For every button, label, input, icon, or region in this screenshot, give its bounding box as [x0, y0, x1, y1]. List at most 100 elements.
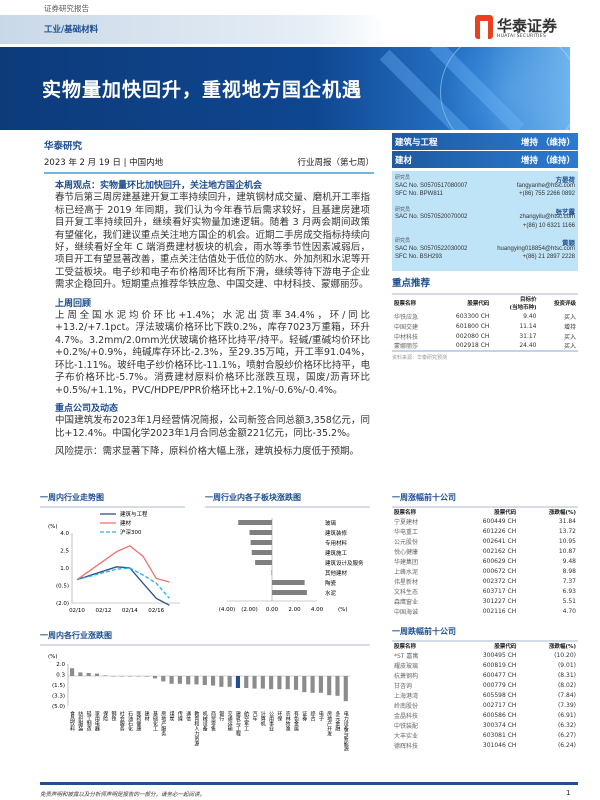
column-header: 股票名称	[394, 301, 417, 307]
category-label: 保险	[102, 710, 108, 722]
bar	[238, 520, 272, 525]
category-label: 房地产开发	[326, 710, 332, 737]
table-cell: (8.02)	[557, 681, 576, 689]
column-header: 股票代码	[494, 644, 517, 650]
analyst-email[interactable]: fangyanhe@htsc.com	[516, 182, 575, 189]
view-heading: 本周观点：实物量环比加快回升，关注地方国企机会	[55, 181, 263, 191]
table-cell: 德辉科技	[394, 742, 419, 750]
category-label: 电子	[318, 710, 324, 721]
table-cell: 9.40	[523, 312, 537, 320]
table-cell: 甘咨询	[394, 682, 413, 690]
category-label: 建筑设计及服务	[325, 559, 364, 567]
table-cell: 601226 CH	[482, 527, 517, 535]
table-row: 中国海诚 002116 CH 4.70	[392, 606, 578, 616]
table-cell: 002918 CH	[455, 342, 490, 349]
report-type: 行业周报（第七周）	[297, 158, 374, 168]
table-cell: 中国海诚	[394, 608, 419, 616]
category-label: 煤炭	[169, 710, 175, 722]
table-cell: (8.31)	[557, 671, 576, 679]
table-cell: 增持	[563, 323, 576, 331]
bar	[327, 676, 332, 696]
table-cell: 603300 CH	[455, 312, 490, 320]
bar	[111, 676, 116, 677]
category-label: 家用电器	[94, 710, 100, 732]
table-row: 杭萧钢构 600477 CH (8.31)	[392, 670, 578, 680]
category-label: 玻璃	[325, 519, 337, 527]
bar	[103, 675, 108, 676]
category-label: 多元金融	[334, 710, 340, 732]
legend-label: 建筑与工程	[120, 510, 148, 518]
x-tick-label: 2.00	[288, 607, 301, 613]
table-cell: 森鹰窗业	[394, 598, 419, 606]
x-axis-label: (%)	[338, 607, 348, 613]
table-cell: (7.84)	[557, 691, 576, 699]
category-label: 交通运输	[227, 710, 233, 732]
analyst-email[interactable]: zhangyilu@htsc.com	[519, 214, 575, 220]
table-cell: 10.95	[558, 537, 576, 545]
bar	[335, 676, 340, 696]
table-cell: 中铁装配	[394, 722, 419, 730]
recommend-table: 股票名称 股票代码 目标价 (当地币种) 投资评级 华铁应急 603300 CH 9.40 买…	[392, 293, 578, 352]
analyst-sac: SAC No. S0570522030002	[395, 245, 468, 252]
category-label: 基础化工	[152, 710, 158, 731]
table-cell: 300495 CH	[482, 651, 517, 659]
category-label: 专用材料	[325, 539, 348, 547]
table-cell: (9.01)	[557, 661, 576, 669]
table-row: 文科生态 603717 CH 6.93	[392, 586, 578, 596]
analyst-phone: +(86) 755 2266 0892	[519, 191, 575, 197]
analyst-card: 研究员 黄颖 SAC No. S0570522030002 huangying0188…	[395, 237, 575, 263]
table-cell: 600629 CH	[482, 557, 517, 565]
losers-table: 股票名称 股票代码 涨跌幅(%) *ST 嘉寓 300495 CH (10.20) 耀皮玻璃…	[392, 640, 578, 750]
analyst-sac: SAC No. S0570520070002	[395, 214, 468, 220]
category-label: 机械设备	[202, 710, 208, 732]
analyst-row: 研究员 方晏荷	[395, 174, 575, 184]
gainers-section: 一周涨幅前十公司 股票名称 股票代码 涨跌幅(%) 宁夏建材 600449 CH 31.8…	[392, 492, 578, 616]
trend-line-chart: (%)4.0 2.5 1.0 (0.5) (2.0)02/10 02/12 02/14 02/…	[48, 510, 180, 614]
column-header: 股票名称	[394, 510, 417, 516]
bar	[177, 676, 182, 684]
rating-row: 建筑与工程 增持 （维持）	[392, 133, 578, 150]
report-date: 2023 年 2 月 19 日 | 中国内地	[44, 158, 164, 168]
analyst-email[interactable]: huangying018854@htsc.com	[497, 245, 575, 252]
category-label: 航空军工	[243, 710, 249, 731]
column-header: 涨跌幅(%)	[548, 644, 576, 650]
bar	[255, 560, 272, 565]
category-label: 环保	[276, 711, 282, 722]
company-text: 中国建筑发布2023年1月经营情况简报，公司新签合同总额3,358亿元，同比+1…	[55, 415, 370, 439]
bar	[272, 590, 307, 595]
analyst-sfc: SFC No. BPW811	[395, 191, 443, 197]
table-cell: 上海港湾	[394, 692, 419, 700]
date-line: 2023 年 2 月 19 日 | 中国内地 行业周报（第七周）	[44, 156, 374, 174]
table-cell: (6.27)	[557, 731, 576, 739]
table-cell: 002372 CH	[482, 577, 517, 585]
industry-chart-section: 一周内各行业涨跌图 (%) 2.0 0.3 (1.5) (3.3) (5.0) 食品饮料 纺织…	[40, 630, 370, 790]
table-row: 德辉科技 301046 CH (6.24)	[392, 740, 578, 750]
category-label: 农林牧渔	[285, 710, 291, 732]
category-label: 证券	[301, 710, 307, 722]
footer-divider	[40, 782, 578, 785]
analyst-sfc: SFC No. BSH293	[395, 254, 443, 260]
table-cell: 31.17	[519, 332, 537, 340]
bar	[302, 676, 307, 693]
bar	[285, 676, 290, 690]
column-header: 投资评级	[553, 301, 576, 307]
weekly-review: 上周回顾 上周全国水泥均价环比+1.4%；水泥出货率34.4%，环/同比+13.…	[55, 298, 370, 397]
table-cell: 300374 CH	[482, 721, 517, 729]
rating-row: 建材 增持 （维持）	[392, 151, 578, 168]
legend-label: 建材	[120, 519, 132, 527]
bar	[70, 668, 75, 676]
bar	[269, 676, 274, 690]
table-row: 悦心健康 002162 CH 10.87	[392, 546, 578, 556]
weekly-view: 本周观点：实物量环比加快回升，关注地方国企机会 春节后第三周房建基建开复工率持续…	[55, 180, 370, 292]
category-label: 商贸零售	[210, 710, 216, 732]
category-label: 轻工制造	[86, 710, 92, 732]
review-text: 上周全国水泥均价环比+1.4%；水泥出货率34.4%，环/同比+13.2/+7.…	[55, 310, 370, 396]
main-text-column: 本周观点：实物量环比加快回升，关注地方国企机会 春节后第三周房建基建开复工率持续…	[55, 180, 370, 459]
analyst-row: SAC No. S0570520070002 zhangyilu@htsc.com	[395, 214, 575, 223]
category-label: 建筑与工程	[235, 710, 241, 737]
table-cell: 买入	[563, 343, 576, 350]
y-tick-label: 1.0	[60, 566, 69, 572]
table-row: 华铁应急 603300 CH 9.40 买入	[392, 311, 578, 321]
doc-type-label: 证券研究报告	[44, 4, 89, 13]
bar	[227, 676, 232, 687]
